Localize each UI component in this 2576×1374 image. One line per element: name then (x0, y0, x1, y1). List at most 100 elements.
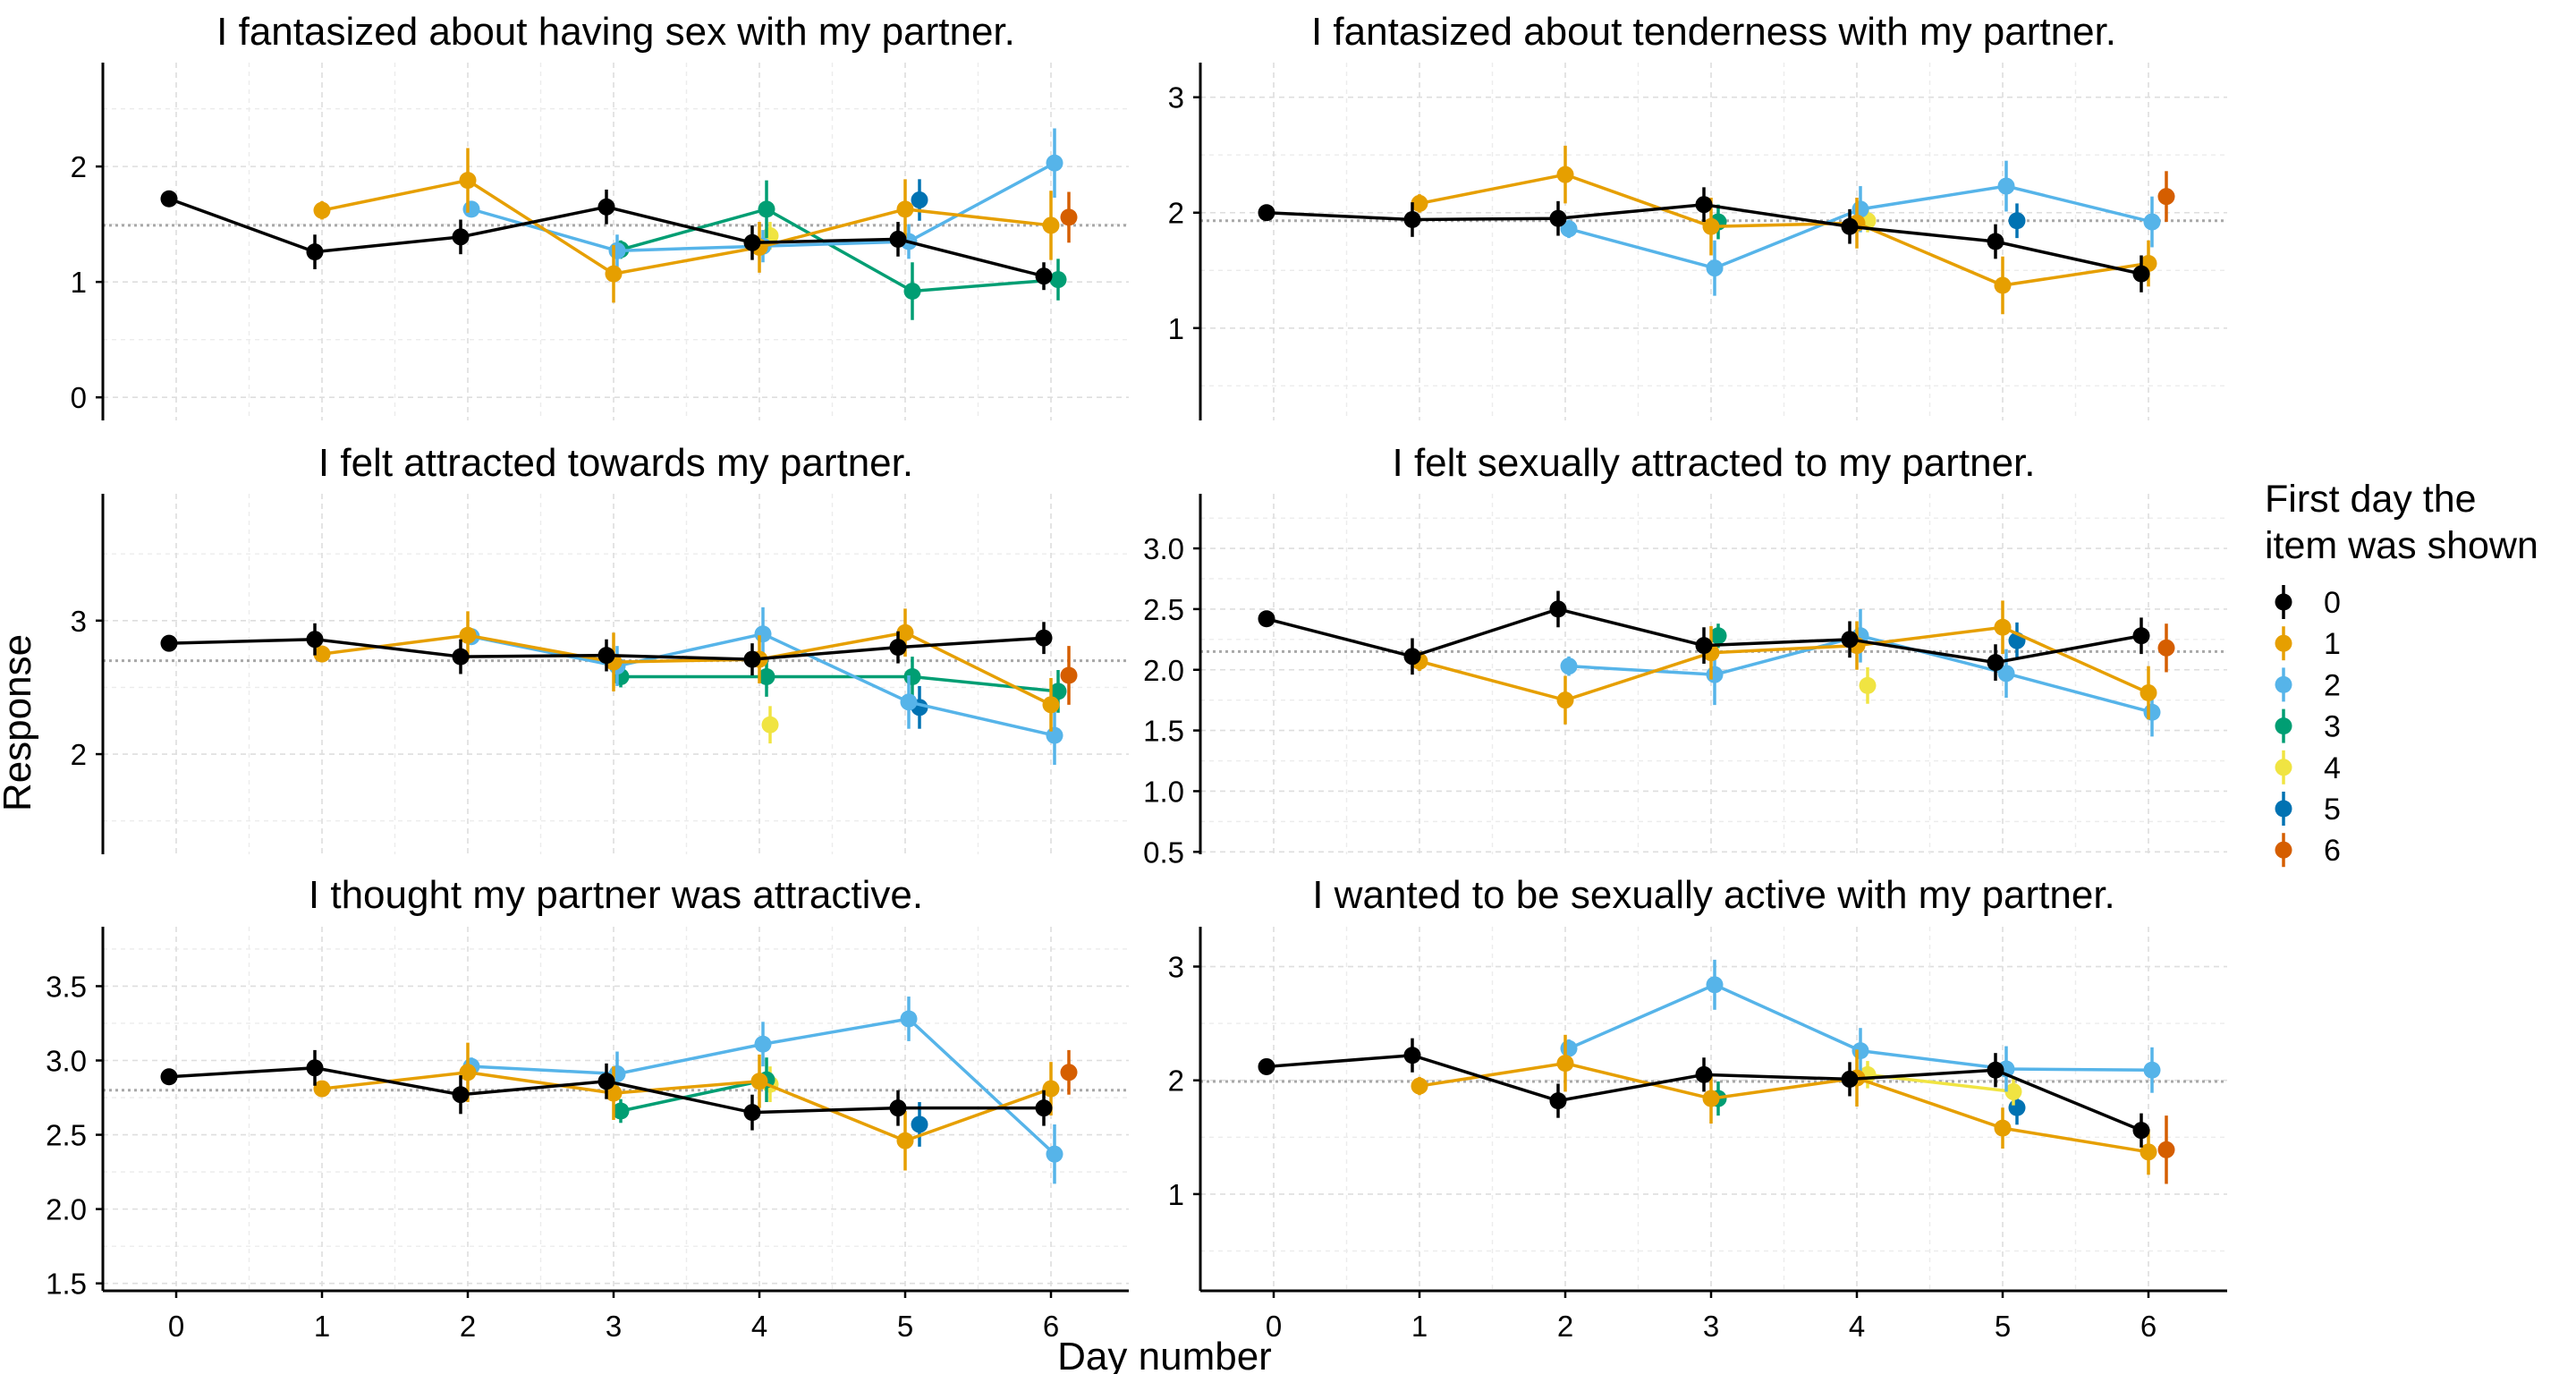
y-tick-label: 3 (71, 605, 87, 638)
series-1 (1411, 1034, 2157, 1175)
data-point (1987, 1061, 2004, 1079)
data-point (1841, 217, 1859, 235)
x-tick-label: 2 (1557, 1310, 1573, 1343)
legend-key-point (2275, 841, 2292, 859)
y-tick-label: 1.5 (46, 1268, 87, 1301)
data-point (2132, 265, 2150, 283)
data-point (1997, 177, 2015, 195)
data-point (2132, 627, 2150, 645)
series-3 (612, 1057, 775, 1124)
data-point (1060, 208, 1078, 226)
data-point (1852, 1042, 1869, 1060)
series-0 (160, 622, 1053, 675)
y-tick-label: 2.5 (46, 1119, 87, 1152)
data-point (1841, 631, 1859, 649)
data-point (313, 201, 331, 219)
series-6 (2157, 1115, 2175, 1184)
x-tick-label: 6 (2140, 1310, 2157, 1343)
data-point (160, 1068, 178, 1086)
data-point (1042, 216, 1060, 234)
data-point (462, 200, 480, 218)
data-point (2157, 188, 2175, 206)
data-point (889, 639, 907, 657)
data-point (1046, 1145, 1063, 1163)
data-point (306, 1059, 324, 1077)
data-point (1709, 627, 1727, 645)
data-point (1560, 657, 1578, 675)
legend-title-line2: item was shown (2265, 524, 2538, 567)
data-point (1702, 1090, 1720, 1107)
data-point (1411, 194, 1428, 212)
data-point (754, 1035, 772, 1053)
data-point (903, 282, 921, 300)
data-point (1994, 618, 2012, 636)
data-point (306, 631, 324, 649)
data-point (452, 228, 470, 246)
series-line (621, 674, 1059, 693)
legend-item-5: 5 (2275, 792, 2341, 827)
data-point (758, 200, 775, 218)
data-point (1046, 726, 1063, 744)
data-point (2008, 212, 2026, 230)
data-point (758, 667, 775, 685)
data-point (896, 200, 914, 218)
data-point (1556, 165, 1574, 183)
series-6 (1060, 191, 1078, 243)
data-point (900, 693, 918, 711)
data-point (160, 634, 178, 652)
legend-label: 1 (2324, 627, 2341, 661)
data-point (1049, 271, 1067, 289)
series-6 (2157, 171, 2175, 223)
data-point (1695, 637, 1713, 655)
data-point (903, 667, 921, 685)
data-point (1403, 1047, 1421, 1064)
y-tick-label: 3.0 (1143, 532, 1184, 565)
data-point (459, 626, 477, 644)
x-tick-label: 3 (606, 1310, 622, 1343)
data-point (750, 1073, 768, 1090)
data-point (608, 242, 626, 259)
y-tick-label: 2 (71, 738, 87, 771)
y-tick-label: 1.0 (1143, 775, 1184, 808)
panel-2: 1 2 3 I fantasized about tenderness with my… (1168, 10, 2227, 420)
data-point (2004, 1082, 2022, 1100)
legend-key-point (2275, 675, 2292, 693)
series-2 (1560, 160, 2161, 296)
data-point (1411, 1077, 1428, 1095)
data-point (1060, 666, 1078, 684)
series-6 (1060, 1049, 1078, 1095)
legend-label: 6 (2324, 834, 2341, 868)
panel-5: 0 1 2 3 4 5 6 1.5 2.0 2.5 3.0 3.5 I thought my partn… (46, 873, 1129, 1343)
x-tick-label: 6 (1043, 1310, 1059, 1343)
data-point (1035, 629, 1053, 647)
data-point (743, 650, 761, 668)
series-3 (612, 657, 1067, 713)
data-point (911, 1115, 928, 1133)
legend-label: 3 (2324, 710, 2341, 744)
data-point (896, 1132, 914, 1149)
data-point (1987, 654, 2004, 672)
data-point (2157, 639, 2175, 657)
data-point (313, 1080, 331, 1098)
legend-item-1: 1 (2275, 626, 2341, 661)
data-point (1549, 1092, 1567, 1110)
x-tick-label: 1 (1411, 1310, 1428, 1343)
series-2 (1560, 959, 2161, 1093)
data-point (754, 625, 772, 643)
data-point (1556, 691, 1574, 709)
y-tick-label: 2 (1168, 1064, 1184, 1098)
legend-label: 4 (2324, 751, 2341, 785)
legend-item-0: 0 (2275, 585, 2341, 620)
data-point (889, 230, 907, 248)
data-point (743, 1104, 761, 1122)
legend-label: 2 (2324, 668, 2341, 702)
data-point (1042, 696, 1060, 714)
legend-key-point (2275, 800, 2292, 818)
legend-item-3: 3 (2275, 708, 2341, 744)
legend: First day the item was shown 0 1 2 3 4 5 6 (2265, 478, 2538, 868)
panel-title: I fantasized about having sex with my pa… (216, 10, 1015, 54)
data-point (1549, 209, 1567, 227)
data-point (1258, 204, 1275, 222)
series-0 (160, 1049, 1053, 1131)
x-tick-label: 4 (1849, 1310, 1865, 1343)
